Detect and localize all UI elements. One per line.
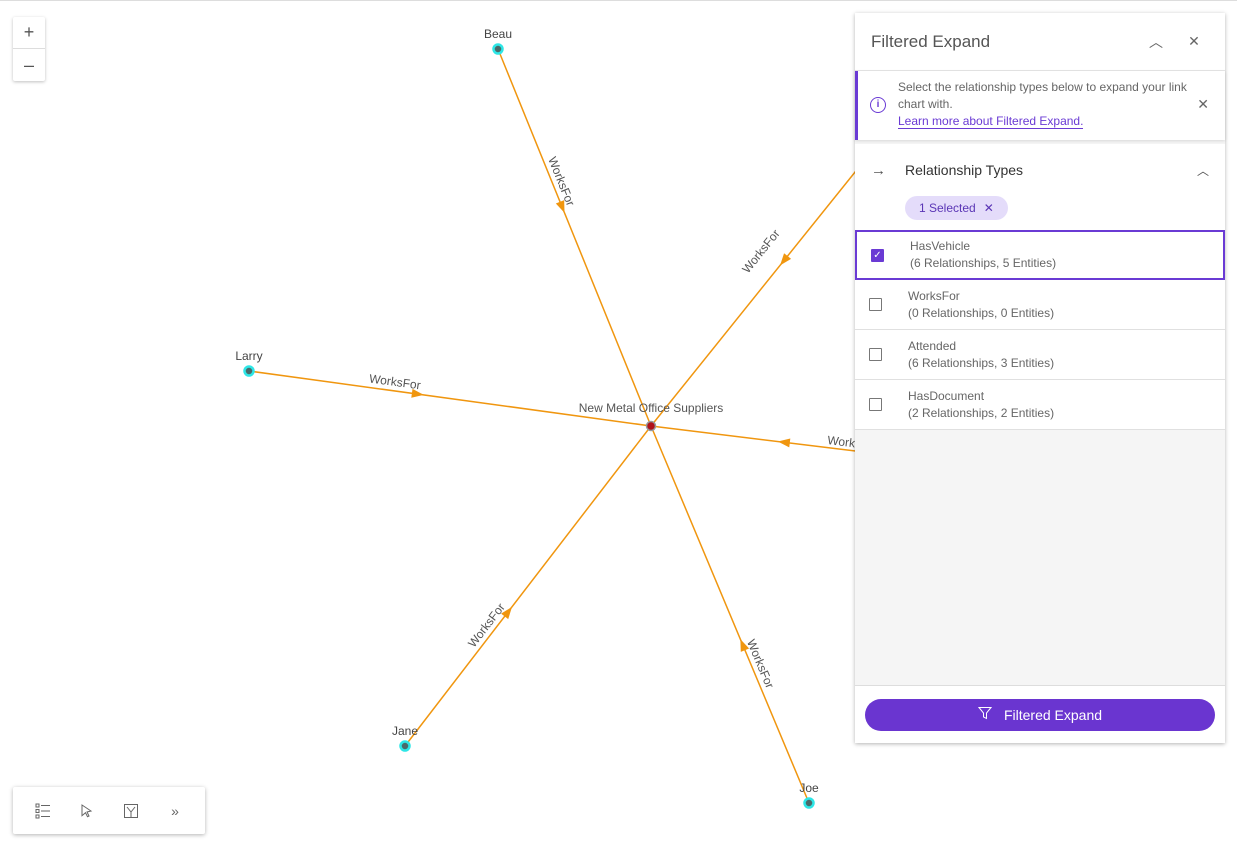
- relationship-item[interactable]: Attended (6 Relationships, 3 Entities): [855, 330, 1225, 380]
- checkbox[interactable]: [869, 298, 882, 311]
- collapse-panel-button[interactable]: ︿: [1149, 33, 1163, 50]
- edge-arrow: [411, 388, 424, 398]
- center-node-label: New Metal Office Suppliers: [579, 401, 724, 415]
- learn-more-link[interactable]: Learn more about Filtered Expand.: [898, 114, 1084, 129]
- entity-node[interactable]: [399, 740, 411, 752]
- relationship-detail: (2 Relationships, 2 Entities): [908, 405, 1055, 420]
- relationship-detail: (6 Relationships, 5 Entities): [910, 256, 1057, 270]
- filtered-expand-button[interactable]: Filtered Expand: [865, 698, 1215, 731]
- edge-label: WorksFor: [744, 637, 777, 690]
- node-label: Larry: [235, 349, 262, 363]
- node-label: Jane: [392, 724, 418, 738]
- edge[interactable]: [650, 140, 881, 427]
- section-title: Relationship Types: [905, 162, 1024, 178]
- checkbox[interactable]: [869, 348, 882, 361]
- info-notice: i Select the relationship types below to…: [855, 71, 1225, 140]
- edge-label: WorksFor: [739, 227, 782, 276]
- entity-node[interactable]: [803, 797, 815, 809]
- edge[interactable]: [404, 425, 652, 747]
- arrow-right-icon: →: [871, 161, 886, 179]
- chevron-up-icon[interactable]: ︿: [1196, 163, 1209, 178]
- zoom-control: + –: [13, 17, 45, 81]
- relationship-name: WorksFor: [908, 288, 960, 303]
- edge-arrow: [740, 639, 750, 652]
- entity-node[interactable]: [243, 365, 255, 377]
- edge[interactable]: [650, 425, 881, 455]
- zoom-out-button[interactable]: –: [23, 54, 34, 75]
- filtered-expand-panel: Filtered Expand ︿ ✕ i Select the relatio…: [855, 13, 1225, 743]
- zoom-in-button[interactable]: +: [13, 17, 45, 49]
- selected-chip[interactable]: 1 Selected ✕: [905, 196, 1008, 220]
- edge[interactable]: [650, 425, 810, 804]
- edge-arrow: [555, 200, 565, 213]
- chip-label: 1 Selected: [919, 201, 976, 215]
- relationship-name: Attended: [908, 338, 957, 353]
- relationship-item[interactable]: HasDocument (2 Relationships, 2 Entities): [855, 380, 1225, 430]
- legend-icon[interactable]: [28, 796, 58, 826]
- edge[interactable]: [497, 48, 652, 427]
- clear-selection-icon[interactable]: ✕: [983, 201, 994, 215]
- entity-node[interactable]: [492, 43, 504, 55]
- close-panel-button[interactable]: ✕: [1188, 33, 1200, 49]
- expand-toolbar-button[interactable]: »: [171, 802, 179, 819]
- node-label: Joe: [799, 781, 819, 795]
- edge-arrow: [501, 606, 512, 620]
- checkbox[interactable]: [869, 398, 882, 411]
- bottom-toolbar: »: [13, 787, 205, 834]
- layout-icon[interactable]: [116, 796, 146, 826]
- edge-label: WorksFor: [545, 155, 577, 208]
- info-icon: i: [870, 96, 886, 113]
- node-label: Beau: [484, 27, 512, 41]
- checkbox[interactable]: ✓: [871, 248, 884, 262]
- relationship-detail: (0 Relationships, 0 Entities): [908, 305, 1055, 320]
- edge-arrow: [777, 438, 791, 448]
- relationship-types-header[interactable]: → Relationship Types ︿: [855, 144, 1225, 196]
- edge-arrow: [780, 253, 792, 266]
- relationship-types-section: → Relationship Types ︿ 1 Selected ✕: [855, 144, 1225, 230]
- edge-label: WorksFor: [368, 371, 421, 392]
- center-node[interactable]: [645, 420, 657, 432]
- edge-label: WorksFor: [465, 601, 508, 651]
- panel-title: Filtered Expand: [871, 31, 991, 51]
- button-label: Filtered Expand: [1003, 706, 1103, 723]
- notice-text: Select the relationship types below to e…: [898, 80, 1187, 111]
- filter-icon: [977, 706, 993, 723]
- relationship-name: HasDocument: [908, 388, 985, 403]
- relationship-item[interactable]: WorksFor (0 Relationships, 0 Entities): [855, 280, 1225, 330]
- dismiss-notice-button[interactable]: ✕: [1197, 96, 1209, 112]
- relationship-item[interactable]: ✓ HasVehicle (6 Relationships, 5 Entities): [855, 230, 1225, 280]
- relationship-name: HasVehicle: [910, 239, 971, 253]
- relationship-detail: (6 Relationships, 3 Entities): [908, 355, 1055, 370]
- edge[interactable]: [248, 370, 652, 427]
- select-icon[interactable]: [72, 796, 102, 826]
